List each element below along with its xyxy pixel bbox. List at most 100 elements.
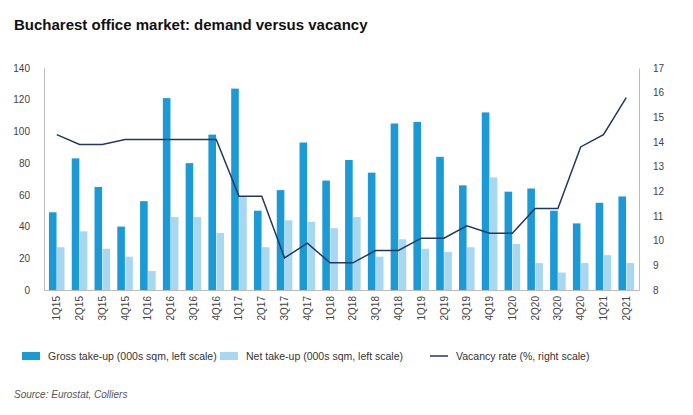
bar bbox=[626, 263, 634, 290]
tick-label: 2Q21 bbox=[621, 296, 632, 321]
legend-symbol bbox=[22, 352, 40, 360]
bar bbox=[535, 263, 543, 290]
bar bbox=[140, 201, 148, 290]
bar bbox=[581, 263, 589, 290]
legend-symbol bbox=[220, 352, 238, 360]
tick: 4Q15 bbox=[120, 290, 131, 320]
bar bbox=[604, 255, 612, 290]
tick: 1Q20 bbox=[507, 290, 518, 320]
bar bbox=[467, 247, 475, 290]
tick-label: 4Q20 bbox=[575, 296, 586, 321]
tick: 0 bbox=[24, 285, 44, 296]
tick-label: 2Q19 bbox=[439, 296, 450, 321]
tick-label: 60 bbox=[19, 190, 31, 201]
x-axis: 1Q152Q153Q154Q151Q162Q163Q164Q161Q172Q17… bbox=[45, 290, 640, 320]
source: Source: Eurostat, Colliers bbox=[14, 389, 127, 400]
tick: 4Q17 bbox=[302, 290, 313, 320]
bar bbox=[103, 249, 111, 290]
tick-label: 3Q17 bbox=[279, 296, 290, 321]
axis-line bbox=[639, 69, 640, 291]
legend-label: Net take-up (000s sqm, left scale) bbox=[246, 350, 403, 362]
tick-label: 1Q16 bbox=[142, 296, 153, 321]
tick: 1Q15 bbox=[51, 290, 62, 320]
tick: 3Q20 bbox=[552, 290, 563, 320]
bar-series bbox=[57, 177, 634, 290]
tick: 140 bbox=[13, 63, 44, 74]
bar bbox=[505, 192, 513, 290]
bar bbox=[573, 223, 581, 290]
tick-label: 1Q18 bbox=[325, 296, 336, 321]
tick-label: 10 bbox=[653, 235, 665, 246]
bar bbox=[596, 203, 604, 290]
tick: 100 bbox=[13, 126, 44, 137]
bar bbox=[353, 217, 361, 290]
bar bbox=[262, 247, 270, 290]
bar bbox=[117, 227, 125, 290]
tick: 8 bbox=[639, 285, 659, 296]
bar bbox=[345, 160, 353, 290]
tick: 16 bbox=[639, 87, 665, 98]
chart: Bucharest office market: demand versus v… bbox=[0, 0, 693, 415]
legend-label: Gross take-up (000s sqm, left scale) bbox=[48, 350, 217, 362]
bar bbox=[330, 228, 338, 290]
tick-label: 13 bbox=[653, 161, 665, 172]
tick-label: 3Q15 bbox=[97, 296, 108, 321]
tick: 10 bbox=[639, 235, 665, 246]
tick: 1Q18 bbox=[325, 290, 336, 320]
legend-item: Net take-up (000s sqm, left scale) bbox=[220, 350, 403, 362]
bar bbox=[308, 222, 316, 290]
tick-label: 8 bbox=[653, 285, 659, 296]
tick-label: 3Q19 bbox=[461, 296, 472, 321]
bar bbox=[513, 244, 521, 290]
tick-label: 120 bbox=[13, 94, 30, 105]
tick-label: 4Q18 bbox=[393, 296, 404, 321]
tick-label: 1Q20 bbox=[507, 296, 518, 321]
tick: 12 bbox=[639, 186, 665, 197]
plot-area bbox=[49, 89, 634, 290]
tick: 3Q17 bbox=[279, 290, 290, 320]
bar bbox=[391, 124, 399, 291]
bar bbox=[618, 196, 626, 290]
tick-label: 80 bbox=[19, 158, 31, 169]
bar bbox=[376, 257, 384, 290]
tick: 4Q20 bbox=[575, 290, 586, 320]
bar bbox=[482, 112, 490, 290]
title: Bucharest office market: demand versus v… bbox=[14, 16, 368, 33]
tick: 1Q16 bbox=[142, 290, 153, 320]
tick-label: 40 bbox=[19, 221, 31, 232]
tick: 14 bbox=[639, 137, 665, 148]
bar bbox=[558, 273, 566, 290]
bar bbox=[527, 189, 535, 290]
tick-label: 1Q15 bbox=[51, 296, 62, 321]
tick: 2Q21 bbox=[621, 290, 632, 320]
tick-label: 11 bbox=[653, 211, 664, 222]
bar bbox=[550, 211, 558, 290]
tick: 3Q16 bbox=[188, 290, 199, 320]
tick: 120 bbox=[13, 94, 44, 105]
tick-label: 3Q16 bbox=[188, 296, 199, 321]
bar bbox=[216, 233, 224, 290]
tick: 2Q20 bbox=[530, 290, 541, 320]
legend-item: Vacancy rate (%, right scale) bbox=[430, 350, 589, 362]
tick-label: 4Q19 bbox=[484, 296, 495, 321]
bar bbox=[49, 212, 57, 290]
bar bbox=[322, 181, 330, 290]
tick: 80 bbox=[19, 158, 44, 169]
tick: 15 bbox=[639, 112, 665, 123]
bar bbox=[231, 89, 239, 290]
tick: 2Q17 bbox=[256, 290, 267, 320]
tick: 40 bbox=[19, 221, 44, 232]
tick-label: 16 bbox=[653, 87, 665, 98]
bar bbox=[194, 217, 202, 290]
tick: 1Q19 bbox=[416, 290, 427, 320]
tick: 1Q21 bbox=[598, 290, 609, 320]
tick-label: 1Q21 bbox=[598, 296, 609, 321]
line bbox=[57, 98, 626, 263]
tick: 9 bbox=[639, 260, 659, 271]
tick-label: 3Q18 bbox=[370, 296, 381, 321]
bar bbox=[148, 271, 156, 290]
tick-label: 12 bbox=[653, 186, 665, 197]
tick-label: 4Q17 bbox=[302, 296, 313, 321]
tick-label: 3Q20 bbox=[552, 296, 563, 321]
bar bbox=[300, 143, 308, 290]
